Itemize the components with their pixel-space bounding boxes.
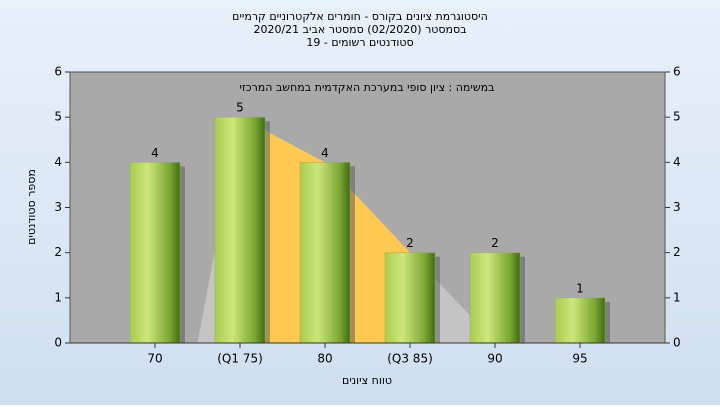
x-tick-label: (Q1 75) bbox=[217, 352, 263, 366]
y-tick-label: 6 bbox=[54, 65, 62, 79]
value-label: 4 bbox=[151, 146, 159, 160]
bar bbox=[469, 252, 521, 344]
y2-tick-label: 6 bbox=[673, 65, 681, 79]
y-tick-label: 5 bbox=[54, 110, 62, 124]
title-line: סטודנטים רשומים - 19 bbox=[306, 36, 413, 49]
y-tick-label: 1 bbox=[54, 290, 62, 304]
bar bbox=[214, 116, 266, 344]
y2-tick-label: 4 bbox=[673, 155, 681, 169]
x-tick-label: 80 bbox=[317, 352, 332, 366]
value-label: 5 bbox=[236, 101, 244, 115]
y2-tick-label: 5 bbox=[673, 110, 681, 124]
y-axis-title: מספר סטודנטים bbox=[25, 169, 38, 245]
x-axis-title: טווח ציונים bbox=[342, 374, 392, 387]
y2-tick-label: 0 bbox=[673, 336, 681, 350]
y-tick-label: 0 bbox=[54, 336, 62, 350]
title-line: בסמסטר (02/2020) סמסטר אביב 2020/21 bbox=[253, 23, 466, 36]
value-label: 2 bbox=[406, 236, 414, 250]
y-tick-label: 3 bbox=[54, 200, 62, 214]
y2-tick-label: 3 bbox=[673, 200, 681, 214]
x-tick-label: 70 bbox=[147, 352, 162, 366]
y-tick-label: 4 bbox=[54, 155, 62, 169]
y2-tick-label: 2 bbox=[673, 245, 681, 259]
y-tick-label: 2 bbox=[54, 245, 62, 259]
title-line: היסטוגרמת ציונים בקורס - חומרים אלקטרוני… bbox=[232, 10, 488, 23]
bar bbox=[129, 162, 181, 344]
bar bbox=[554, 297, 606, 344]
value-label: 1 bbox=[576, 281, 584, 295]
value-label: 2 bbox=[491, 236, 499, 250]
annotation: במשימה : ציון סופי במערכת האקדמית במחשב … bbox=[240, 81, 495, 94]
y2-tick-label: 1 bbox=[673, 290, 681, 304]
x-tick-label: 90 bbox=[487, 352, 502, 366]
bar bbox=[384, 252, 436, 344]
value-label: 4 bbox=[321, 146, 329, 160]
x-tick-label: (Q3 85) bbox=[387, 352, 433, 366]
bar bbox=[299, 162, 351, 344]
x-tick-label: 95 bbox=[572, 352, 587, 366]
